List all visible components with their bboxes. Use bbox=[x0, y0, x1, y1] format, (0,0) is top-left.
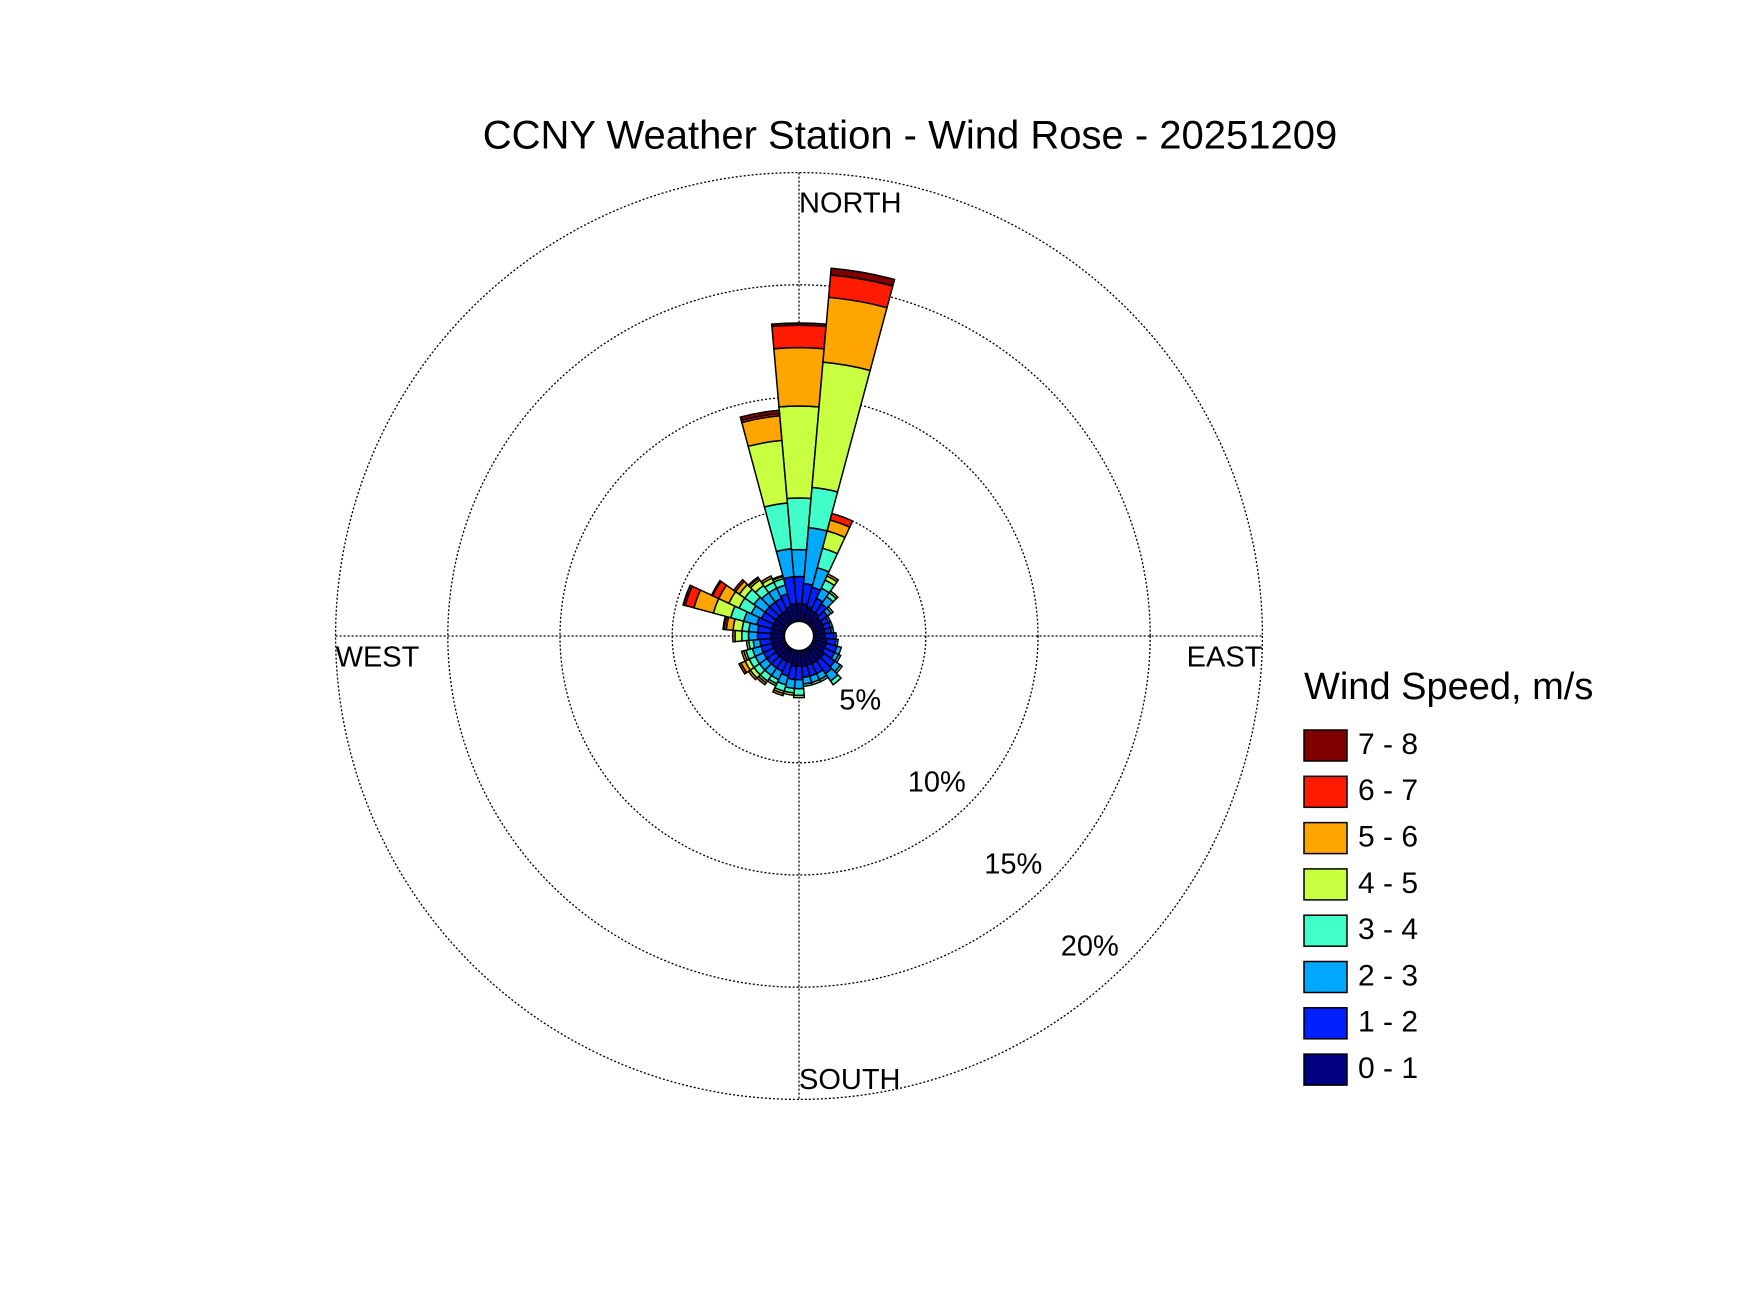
wedge-segment bbox=[734, 629, 743, 643]
wedge-segment bbox=[770, 322, 828, 328]
wedge-segment bbox=[771, 688, 785, 697]
legend-title: Wind Speed, m/s bbox=[1304, 666, 1593, 708]
wedge-segment bbox=[773, 346, 825, 408]
wedge-segment bbox=[737, 662, 748, 676]
legend-swatch bbox=[1303, 775, 1348, 809]
direction-label: EAST bbox=[1187, 642, 1263, 674]
wedge-segment bbox=[829, 512, 854, 529]
grid-ring bbox=[447, 284, 1151, 988]
legend-label: 5 - 6 bbox=[1358, 821, 1418, 854]
wedge-segment bbox=[825, 605, 835, 615]
wedge-segment bbox=[829, 267, 896, 287]
wedge-segment bbox=[832, 631, 837, 641]
ring-label: 10% bbox=[908, 766, 966, 798]
wedge-segment bbox=[740, 649, 749, 663]
wedge-segment bbox=[771, 324, 827, 350]
legend-label: 7 - 8 bbox=[1358, 728, 1418, 761]
wedge-segment bbox=[741, 630, 750, 642]
legend-swatch bbox=[1303, 914, 1348, 947]
legend-swatch bbox=[1303, 821, 1348, 855]
direction-label: SOUTH bbox=[799, 1064, 901, 1096]
wedge-segment bbox=[829, 673, 843, 686]
direction-label: NORTH bbox=[799, 187, 902, 219]
ring-label: 15% bbox=[984, 848, 1042, 880]
legend-swatch bbox=[1303, 1007, 1348, 1040]
legend-swatch bbox=[1303, 729, 1348, 762]
ring-label: 20% bbox=[1061, 931, 1119, 963]
wedge-segment bbox=[732, 629, 737, 643]
grid-ring bbox=[334, 171, 1264, 1101]
legend-swatch bbox=[1303, 1053, 1348, 1086]
wedge-segment bbox=[759, 574, 773, 585]
wedge-segment bbox=[825, 572, 840, 583]
wedge-segment bbox=[793, 687, 805, 697]
chart-title: CCNY Weather Station - Wind Rose - 20251… bbox=[483, 114, 1338, 158]
center-hole bbox=[783, 620, 815, 652]
legend-swatch bbox=[1303, 960, 1348, 994]
wedge-segment bbox=[828, 589, 839, 600]
wedge-segment bbox=[829, 626, 835, 634]
ring-label: 5% bbox=[839, 684, 881, 716]
legend-label: 0 - 1 bbox=[1358, 1052, 1418, 1085]
legend-label: 2 - 3 bbox=[1358, 959, 1418, 992]
legend-label: 3 - 4 bbox=[1358, 913, 1418, 946]
direction-label: WEST bbox=[336, 642, 420, 674]
wedge-segment bbox=[739, 409, 781, 422]
legend-swatch bbox=[1303, 868, 1348, 901]
wedge-segment bbox=[710, 579, 722, 597]
wedge-segment bbox=[732, 578, 746, 593]
legend-label: 4 - 5 bbox=[1358, 867, 1418, 900]
wedge-segment bbox=[747, 576, 760, 588]
wedge-segment bbox=[682, 584, 694, 607]
wedge-segment bbox=[792, 694, 806, 699]
legend-label: 6 - 7 bbox=[1358, 774, 1418, 807]
legend-label: 1 - 2 bbox=[1358, 1006, 1418, 1039]
